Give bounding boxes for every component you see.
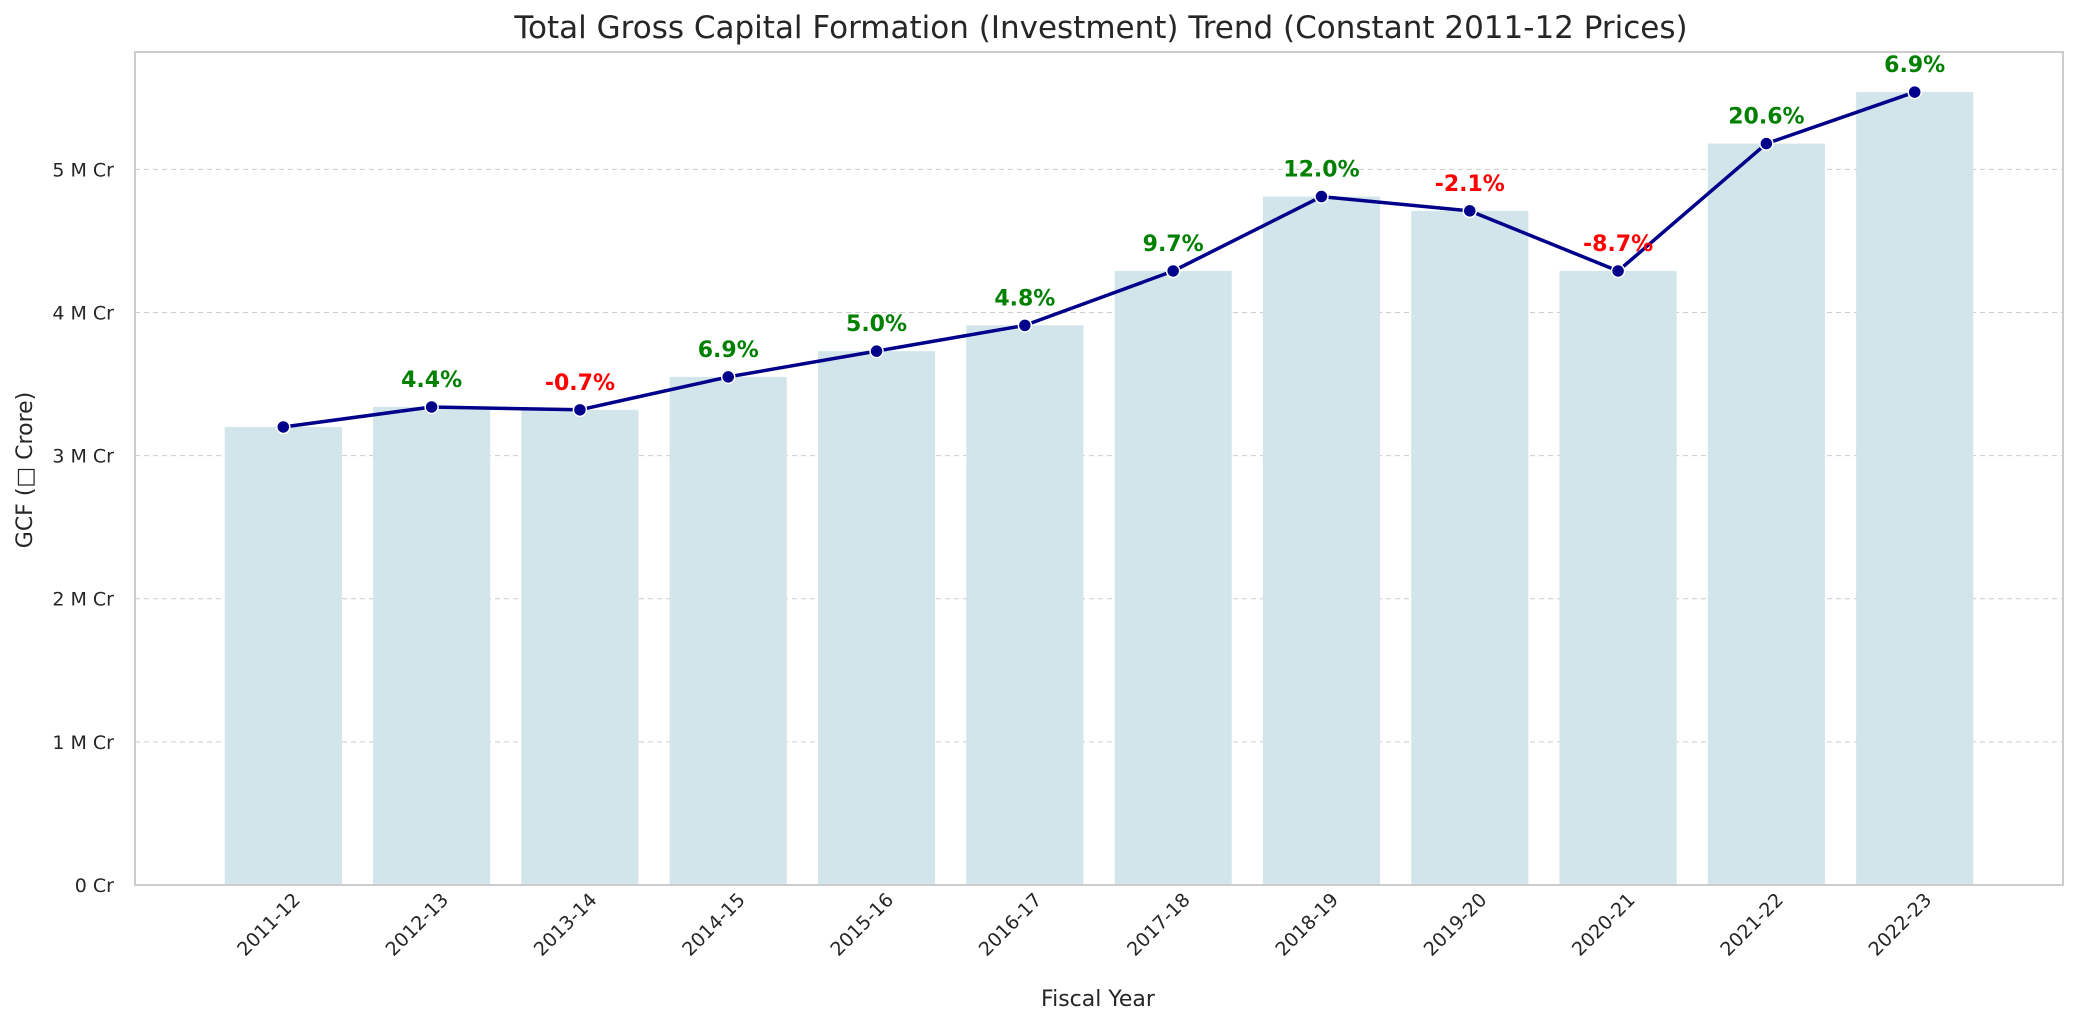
y-axis-ticks: 0 Cr 1 M Cr 2 M Cr 3 M Cr 4 M Cr 5 M Cr	[52, 159, 114, 897]
growth-label: -2.1%	[1435, 172, 1505, 197]
bar	[1411, 210, 1529, 885]
bar	[817, 351, 936, 885]
line-layer	[276, 84, 1922, 435]
trend-point	[720, 369, 736, 385]
label-layer: 4.4% -0.7% 6.9% 5.0% 4.8% 9.7% 12.0% -2.1% -8.7%…	[401, 53, 1945, 396]
x-axis-ticks: 2011-12 2012-13 2013-14 2014-15 2015-16 2016-…	[233, 889, 1936, 961]
bar	[1114, 270, 1232, 886]
growth-label: 6.9%	[698, 338, 759, 363]
x-tick-label: 2017-18	[1123, 889, 1195, 961]
bar-layer	[224, 92, 1974, 886]
trend-point	[1314, 189, 1329, 204]
bar	[1856, 92, 1974, 885]
growth-label: 5.0%	[846, 312, 907, 337]
growth-label: 20.6%	[1728, 105, 1804, 130]
x-tick-label: 2021-22	[1716, 889, 1788, 961]
x-tick-label: 2015-16	[826, 889, 898, 961]
y-tick-label: 3 M Cr	[52, 446, 114, 468]
bar	[521, 409, 639, 885]
y-tick-label: 4 M Cr	[52, 302, 114, 324]
trend-point	[1462, 203, 1478, 219]
bar	[669, 376, 787, 885]
y-tick-label: 1 M Cr	[52, 732, 114, 754]
y-tick-label: 2 M Cr	[52, 589, 114, 611]
trend-point	[572, 402, 588, 418]
bar	[373, 406, 491, 885]
x-tick-label: 2013-14	[530, 889, 602, 961]
trend-point	[1165, 263, 1181, 279]
axes-layer	[134, 51, 2064, 886]
growth-label: -8.7%	[1583, 232, 1653, 257]
trend-point	[1759, 136, 1774, 151]
x-tick-label: 2019-20	[1420, 889, 1492, 961]
x-tick-label: 2022-23	[1865, 889, 1937, 961]
x-tick-label: 2018-19	[1271, 889, 1343, 961]
growth-label: -0.7%	[545, 371, 615, 396]
x-tick-label: 2016-17	[975, 889, 1047, 961]
trend-point	[1610, 263, 1626, 279]
trend-point	[1907, 84, 1922, 100]
x-tick-label: 2012-13	[381, 889, 453, 961]
trend-point	[869, 343, 884, 359]
x-axis-label: Fiscal Year	[1041, 987, 1156, 1012]
y-axis-label: GCF (□ Crore)	[13, 392, 38, 548]
growth-label: 4.8%	[994, 286, 1055, 311]
x-tick-label: 2014-15	[678, 889, 750, 961]
plot-frame	[134, 51, 2064, 886]
growth-label: 9.7%	[1143, 232, 1204, 257]
growth-label: 6.9%	[1884, 53, 1945, 78]
x-tick-label: 2020-21	[1568, 889, 1640, 961]
trend-point	[276, 419, 291, 435]
y-tick-label: 5 M Cr	[52, 159, 114, 181]
bar	[1559, 270, 1677, 886]
trend-point	[1017, 318, 1033, 333]
bar	[224, 426, 342, 885]
bar	[1707, 143, 1825, 885]
growth-label: 12.0%	[1283, 158, 1359, 183]
bar	[1262, 196, 1381, 886]
y-tick-label: 0 Cr	[75, 875, 114, 897]
bar	[966, 325, 1084, 885]
x-tick-label: 2011-12	[233, 889, 305, 961]
chart-title: Total Gross Capital Formation (Investmen…	[513, 10, 1687, 46]
growth-label: 4.4%	[401, 368, 462, 393]
trend-line	[283, 90, 1916, 429]
trend-point	[424, 399, 439, 415]
